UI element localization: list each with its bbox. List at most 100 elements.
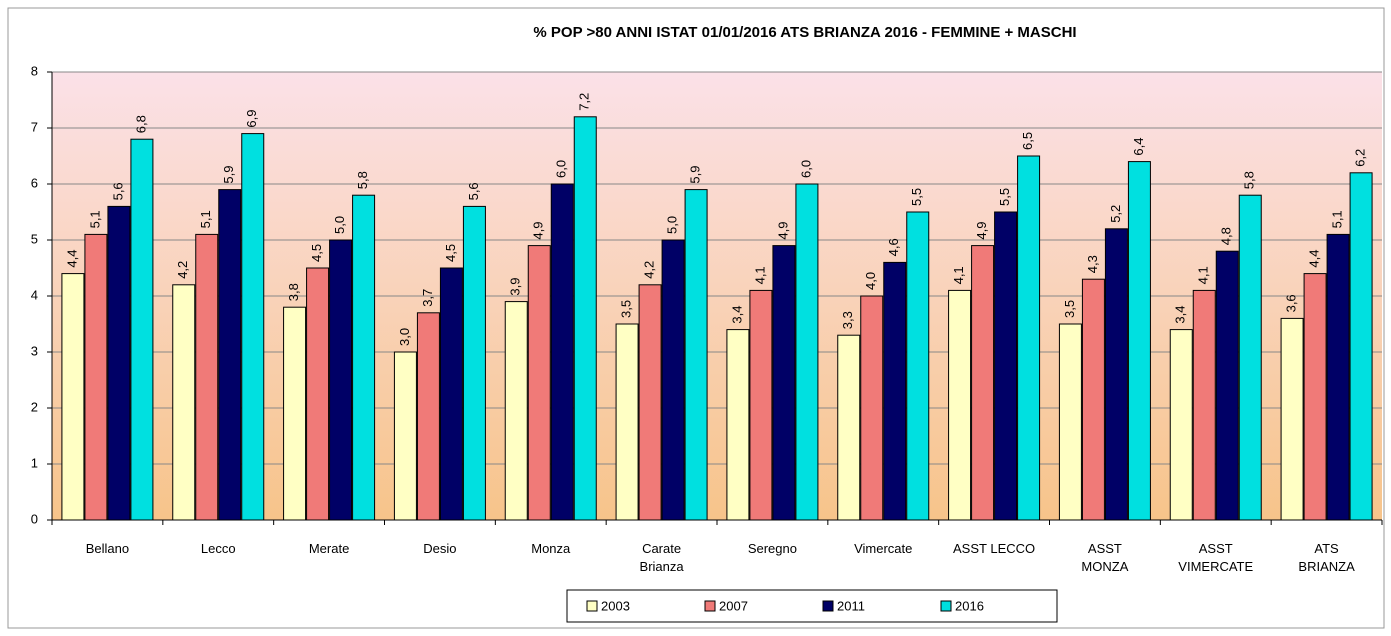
legend-label: 2016 [955, 598, 984, 613]
y-tick-label: 8 [31, 63, 38, 78]
legend-label: 2003 [601, 598, 630, 613]
data-label: 4,1 [1196, 266, 1211, 284]
data-label: 4,2 [642, 261, 657, 279]
data-label: 3,4 [729, 306, 744, 324]
legend-swatch [822, 600, 834, 612]
data-label: 6,5 [1020, 132, 1035, 150]
x-tick-label: Vimercate [854, 541, 913, 556]
bar [837, 334, 861, 521]
data-label: 4,1 [951, 266, 966, 284]
x-tick-label: Carate Brianza [639, 541, 684, 574]
data-label: 6,9 [244, 110, 259, 128]
data-label: 4,3 [1085, 255, 1100, 273]
data-label: 5,0 [332, 216, 347, 234]
bar [948, 289, 972, 521]
bar [1058, 323, 1082, 521]
bar [172, 284, 196, 521]
y-tick-label: 3 [31, 343, 38, 358]
bar [1192, 289, 1216, 521]
bar [772, 245, 796, 521]
chart-frame [7, 7, 1385, 629]
bar [61, 273, 85, 521]
data-label: 3,9 [508, 278, 523, 296]
data-label: 4,1 [752, 266, 767, 284]
bar [615, 323, 639, 521]
x-tick-label: Lecco [200, 541, 236, 556]
bar [1104, 228, 1128, 521]
y-tick-label: 0 [31, 511, 38, 526]
bar [1349, 172, 1373, 521]
bar [1081, 278, 1105, 521]
bar [218, 189, 242, 521]
bar [462, 205, 486, 521]
data-label: 4,9 [531, 222, 546, 240]
legend-swatch [940, 600, 952, 612]
bar [906, 211, 930, 521]
data-label: 4,4 [64, 250, 79, 268]
x-tick-label: Merate [308, 541, 350, 556]
bar [504, 301, 528, 521]
legend-box [566, 589, 1058, 623]
bar [684, 189, 708, 521]
data-label: 5,1 [198, 210, 213, 228]
bar [306, 267, 330, 521]
x-tick-label: Monza [531, 541, 571, 556]
data-label: 5,8 [355, 171, 370, 189]
bar [550, 183, 574, 521]
bar [1238, 194, 1262, 521]
x-tick-label: ATS BRIANZA [1298, 541, 1355, 574]
data-label: 5,6 [110, 182, 125, 200]
bar [329, 239, 353, 521]
bar [638, 284, 662, 521]
data-label: 4,0 [863, 272, 878, 290]
bar [749, 289, 773, 521]
bar [1280, 317, 1304, 521]
data-label: 4,2 [175, 261, 190, 279]
y-tick-label: 5 [31, 231, 38, 246]
bar [1017, 155, 1041, 521]
bar [1215, 250, 1239, 521]
bar [661, 239, 685, 521]
data-label: 5,9 [221, 166, 236, 184]
bar [883, 261, 907, 521]
data-label: 5,5 [909, 188, 924, 206]
data-label: 4,5 [309, 244, 324, 262]
bar [860, 295, 884, 521]
bar [527, 245, 551, 521]
bar [352, 194, 376, 521]
y-tick-label: 4 [31, 287, 38, 302]
bar [439, 267, 463, 521]
x-tick-label: ASST VIMERCATE [1178, 541, 1254, 574]
bar [195, 233, 219, 521]
bar [795, 183, 819, 521]
data-label: 4,5 [443, 244, 458, 262]
x-tick-label: ASST LECCO [953, 541, 1036, 556]
data-label: 4,6 [886, 238, 901, 256]
bar [84, 233, 108, 521]
x-tick-label: Bellano [85, 541, 130, 556]
data-label: 4,9 [775, 222, 790, 240]
data-label: 4,9 [974, 222, 989, 240]
bar [130, 138, 154, 521]
data-label: 3,5 [1062, 300, 1077, 318]
data-label: 4,8 [1219, 227, 1234, 245]
data-label: 3,7 [420, 289, 435, 307]
y-tick-label: 1 [31, 455, 38, 470]
data-label: 6,0 [798, 160, 813, 178]
data-label: 6,0 [554, 160, 569, 178]
data-label: 5,1 [1330, 210, 1345, 228]
x-tick-label: Seregno [747, 541, 797, 556]
data-label: 5,2 [1108, 205, 1123, 223]
data-label: 7,2 [577, 93, 592, 111]
data-label: 3,5 [619, 300, 634, 318]
data-label: 6,8 [133, 115, 148, 133]
data-label: 3,4 [1173, 306, 1188, 324]
bar [1303, 273, 1327, 521]
data-label: 3,6 [1284, 294, 1299, 312]
data-label: 5,6 [466, 182, 481, 200]
bar [1169, 329, 1193, 521]
legend-label: 2011 [837, 598, 865, 613]
bar [1127, 161, 1151, 521]
